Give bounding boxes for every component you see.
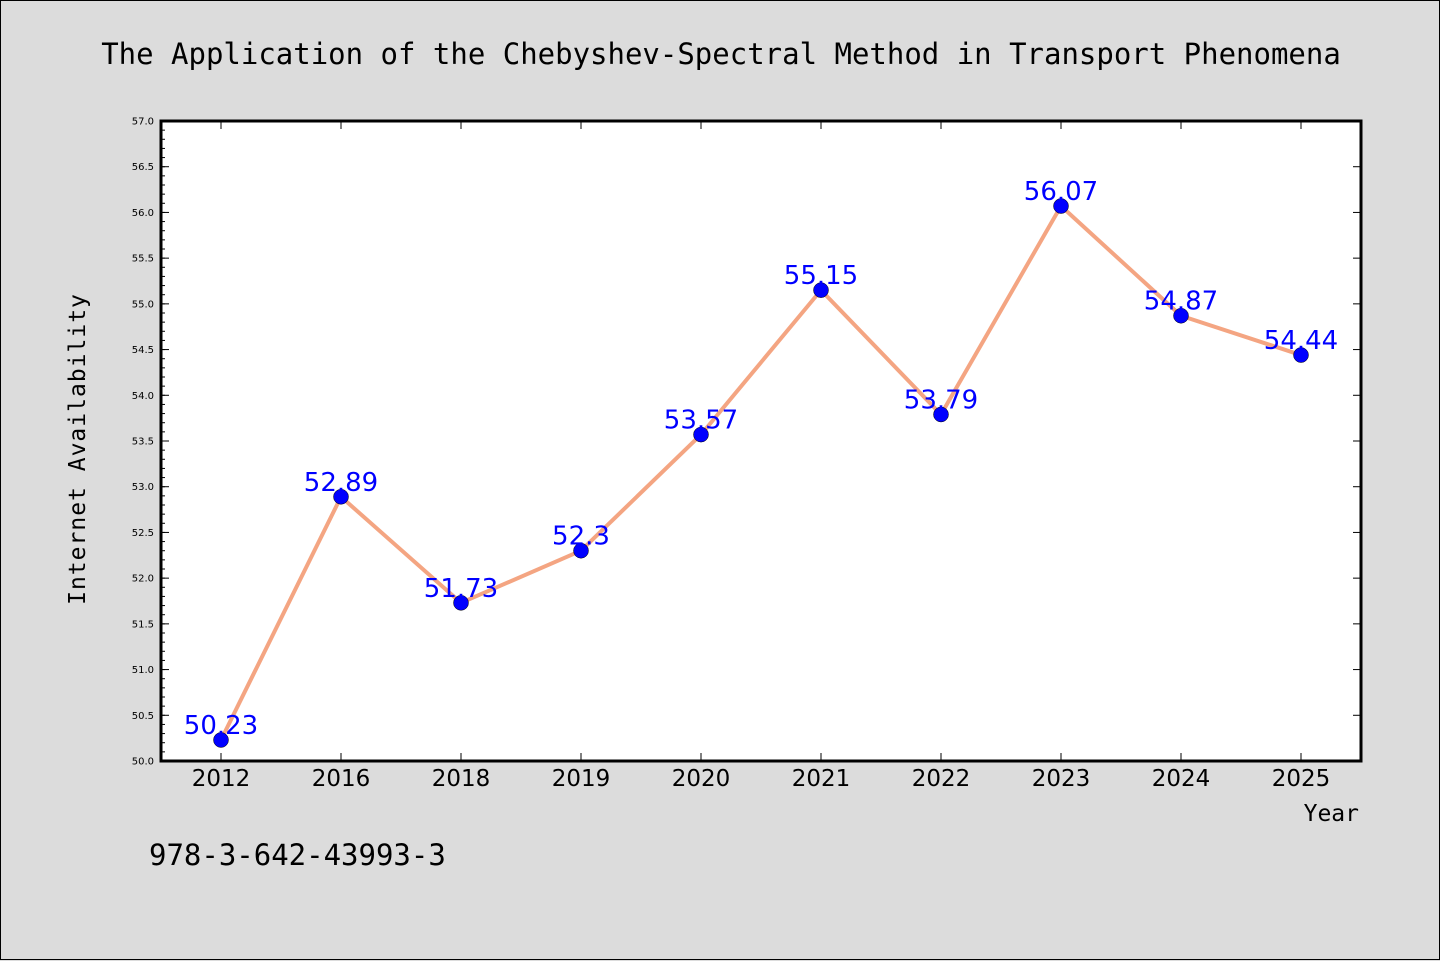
x-tick-label: 2024 [1152, 766, 1211, 792]
y-tick-label: 50.0 [132, 757, 154, 768]
y-tick-label: 56.5 [132, 162, 154, 173]
y-tick-label: 57.0 [132, 117, 154, 128]
plot-border [159, 119, 1363, 763]
x-tick-label: 2022 [912, 766, 971, 792]
series-line-group [219, 204, 1302, 741]
data-point [573, 542, 589, 559]
data-label-group: 50.23 52.89 51.73 52.3 53.57 55.15 53.79 56.07 5… [184, 177, 1338, 741]
y-tick-label: 51.0 [132, 665, 154, 676]
data-point [1173, 307, 1189, 324]
x-tick-label: 2025 [1272, 766, 1331, 792]
isbn-text: 978-3-642-43993-3 [149, 838, 446, 872]
data-label: 53.79 [904, 385, 978, 415]
data-label: 55.15 [784, 261, 858, 291]
data-label: 52.89 [304, 468, 378, 498]
y-axis-label: Internet Availability [65, 293, 91, 605]
data-label: 54.87 [1144, 287, 1218, 317]
y-tick-label: 52.5 [132, 528, 154, 539]
marker-group [213, 198, 1309, 748]
data-point [333, 489, 349, 505]
x-axis-ticks: 2012 2016 2018 2019 2020 2021 2022 2023 2024 2025 [192, 121, 1331, 792]
data-point [933, 406, 949, 423]
series-line [219, 204, 1302, 741]
x-tick-label: 2020 [672, 766, 731, 792]
x-tick-label: 2023 [1032, 766, 1091, 792]
y-tick-label: 56.0 [132, 208, 154, 219]
data-point [693, 426, 709, 443]
y-tick-label: 53.0 [132, 482, 154, 493]
chart-title: The Application of the Chebyshev-Spectra… [101, 37, 1341, 71]
data-label: 56.07 [1024, 177, 1098, 207]
data-label: 53.57 [664, 406, 738, 436]
y-tick-label: 52.0 [132, 574, 154, 585]
x-tick-label: 2019 [552, 766, 611, 792]
data-label: 51.73 [424, 574, 498, 604]
x-axis-label: Year [1304, 801, 1359, 827]
y-tick-label: 55.0 [132, 299, 154, 310]
data-label: 50.23 [184, 711, 258, 741]
y-tick-label: 53.5 [132, 437, 154, 448]
data-label: 54.44 [1264, 326, 1338, 356]
data-point [1293, 347, 1309, 363]
data-point [453, 595, 469, 611]
data-point [1053, 198, 1069, 214]
x-tick-label: 2016 [312, 766, 371, 792]
x-tick-label: 2012 [192, 766, 251, 792]
y-tick-label: 54.0 [132, 391, 154, 402]
y-tick-label: 55.5 [132, 254, 154, 265]
data-point [813, 282, 829, 298]
data-point [213, 732, 229, 748]
y-tick-label: 50.5 [132, 711, 154, 722]
y-tick-label: 51.5 [132, 619, 154, 630]
y-tick-label: 54.5 [132, 345, 154, 356]
plot-area [161, 121, 1361, 761]
data-label: 52.3 [552, 522, 610, 552]
x-tick-label: 2021 [792, 766, 851, 792]
x-tick-label: 2018 [432, 766, 491, 792]
